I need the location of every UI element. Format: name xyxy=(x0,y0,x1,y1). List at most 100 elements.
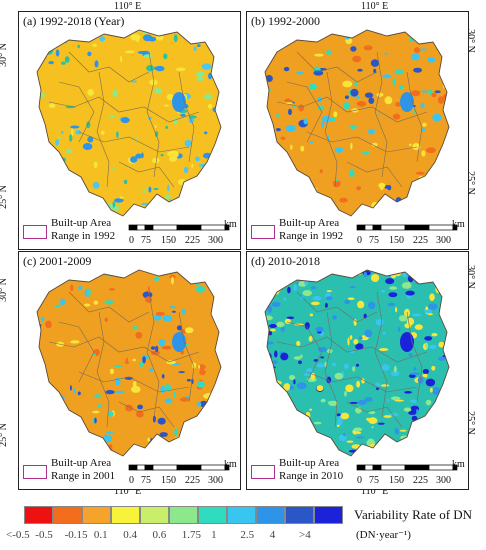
dn-patch xyxy=(317,346,328,353)
dn-patch xyxy=(37,382,43,389)
colorbar-tick-label: 0.4 xyxy=(123,529,137,541)
scale-segment xyxy=(428,224,454,231)
dn-patch xyxy=(284,102,294,105)
dn-patch xyxy=(425,399,432,406)
colorbar-tick-label: -0.5 xyxy=(35,529,53,541)
scale-segment xyxy=(452,224,458,231)
dn-patch xyxy=(199,369,206,375)
dn-patch xyxy=(425,342,429,349)
dn-patch xyxy=(136,410,144,418)
dn-patch xyxy=(413,204,421,208)
dn-patch xyxy=(308,335,313,342)
dn-patch xyxy=(427,57,436,63)
county-boundary xyxy=(78,131,190,153)
dn-patch xyxy=(123,179,128,185)
dn-patch xyxy=(268,330,273,336)
dn-patch xyxy=(289,374,296,381)
dn-patch xyxy=(283,383,291,391)
dn-patch xyxy=(50,39,59,46)
county-boundary xyxy=(276,336,428,363)
dn-patch xyxy=(445,417,449,421)
dn-patch xyxy=(37,39,47,46)
dn-patch xyxy=(112,167,116,170)
dn-patch xyxy=(115,270,120,275)
colorbar-tick-label: 1.75 xyxy=(181,529,202,541)
dn-patch xyxy=(147,286,150,294)
dn-patch xyxy=(54,211,63,214)
dn-patch xyxy=(57,136,62,139)
dn-patch xyxy=(364,397,373,402)
colorbar-tick-label: >4 xyxy=(299,529,311,541)
dn-patch xyxy=(266,179,275,185)
dn-patch xyxy=(406,198,413,204)
scale-segment xyxy=(364,224,374,231)
legend-line-2: Range in 1992 xyxy=(279,230,344,242)
dn-patch xyxy=(124,361,130,364)
dn-patch xyxy=(87,89,94,96)
dn-patch xyxy=(132,358,136,362)
colorbar-tick-label: 0.6 xyxy=(152,529,167,541)
dn-patch xyxy=(414,47,421,54)
county-boundary xyxy=(146,291,160,418)
dn-patch xyxy=(203,94,213,100)
dn-patch xyxy=(359,336,363,340)
dn-patch xyxy=(309,141,314,144)
dn-patch xyxy=(87,136,94,143)
dn-patch xyxy=(350,88,359,97)
dn-patch xyxy=(398,315,408,322)
dn-patch xyxy=(381,289,386,293)
dn-patch xyxy=(398,326,401,332)
dn-patch xyxy=(40,316,45,322)
dn-patch xyxy=(434,404,445,407)
dn-patch xyxy=(116,131,119,139)
dn-patch xyxy=(328,401,331,404)
dn-patch xyxy=(75,130,82,135)
scale-segment xyxy=(144,224,154,231)
dn-patch xyxy=(167,203,176,208)
dn-patch xyxy=(357,300,365,309)
dn-patch xyxy=(155,345,159,353)
dn-patch xyxy=(69,134,73,142)
dn-patch xyxy=(286,316,295,320)
dn-patch xyxy=(392,78,396,86)
dn-patch xyxy=(420,90,429,93)
scale-tick-label: 150 xyxy=(389,475,404,486)
scale-unit: km xyxy=(452,219,465,230)
dn-patch xyxy=(210,206,220,210)
map-panel-b: (b) 1992-2000 Built-up Area Range in 1992… xyxy=(246,11,469,250)
scale-tick-label: 75 xyxy=(369,235,379,246)
dn-patch xyxy=(395,101,401,107)
dn-patch xyxy=(265,296,267,304)
dn-patch xyxy=(275,411,283,414)
dn-patch xyxy=(339,434,347,442)
dn-patch xyxy=(411,313,422,317)
dn-patch xyxy=(143,54,153,58)
dn-patch xyxy=(390,370,400,377)
dn-patch xyxy=(332,315,337,320)
dn-patch xyxy=(298,104,305,112)
province-outline xyxy=(264,269,450,457)
dn-patch xyxy=(393,365,397,373)
dn-patch xyxy=(377,422,385,425)
lon-label-bottom-right: 110° E xyxy=(361,486,389,497)
dn-patch xyxy=(284,318,291,324)
dn-patch xyxy=(150,445,159,449)
dn-patch xyxy=(431,365,436,371)
dn-patch xyxy=(154,276,160,282)
dn-patch xyxy=(40,395,45,399)
dn-patch xyxy=(285,124,296,133)
dn-patch xyxy=(152,415,156,423)
dn-patch xyxy=(371,274,380,282)
dn-patch xyxy=(435,270,441,273)
colorbar-swatch xyxy=(82,506,111,524)
dn-patch xyxy=(97,404,102,408)
dn-patch xyxy=(353,318,357,326)
dn-patch xyxy=(388,441,393,449)
dn-patch xyxy=(274,154,284,160)
dn-patch xyxy=(320,356,325,359)
scale-segment xyxy=(428,464,454,471)
dn-patch xyxy=(375,319,384,326)
dn-patch xyxy=(148,186,152,193)
dn-patch xyxy=(422,122,427,127)
dn-patch xyxy=(285,156,290,161)
